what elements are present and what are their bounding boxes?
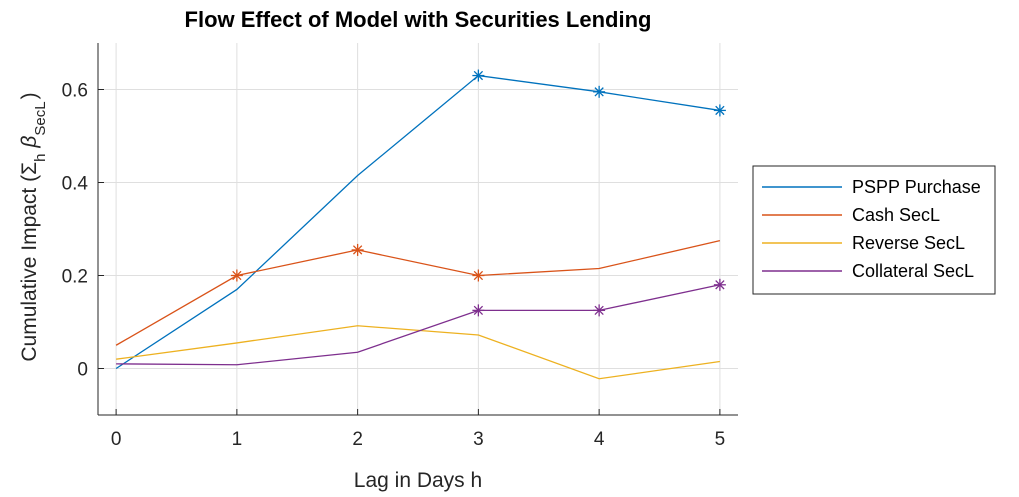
x-tick-label: 3 <box>473 429 484 450</box>
series-line-reverse-secl <box>116 325 720 380</box>
chart-title: Flow Effect of Model with Securities Len… <box>185 7 652 32</box>
marker-cash-secl-2 <box>351 243 364 256</box>
marker-cash-secl-1 <box>230 269 243 282</box>
legend-item-cash-secl: Cash SecL <box>762 205 940 225</box>
series-line-collateral-secl <box>116 284 721 366</box>
y-tick-label: 0 <box>77 360 88 381</box>
marker-collateral-secl-5 <box>713 278 726 291</box>
axes <box>97 43 738 416</box>
y-tick-label: 0.4 <box>62 174 89 195</box>
y-tick-label: 0.2 <box>62 267 88 288</box>
legend-item-reverse-secl: Reverse SecL <box>762 233 965 253</box>
marker-pspp-purchase-5 <box>713 104 726 117</box>
legend-item-collateral-secl: Collateral SecL <box>762 261 974 281</box>
x-tick-label: 1 <box>232 429 243 450</box>
legend-label: Collateral SecL <box>852 261 974 281</box>
legend-label: Cash SecL <box>852 205 940 225</box>
marker-cash-secl-3 <box>472 269 485 282</box>
marker-pspp-purchase-4 <box>593 85 606 98</box>
legend-label: Reverse SecL <box>852 233 965 253</box>
legend: PSPP Purchase Cash SecL Reverse SecL Collat… <box>752 165 996 295</box>
x-tick-label: 5 <box>715 429 726 450</box>
legend-item-pspp-purchase: PSPP Purchase <box>762 177 981 197</box>
y-tick-label: 0.6 <box>62 81 88 102</box>
y-axis-label: Cumulative Impact (ΣhβSecL) <box>18 92 49 361</box>
legend-label: PSPP Purchase <box>852 177 981 197</box>
marker-collateral-secl-4 <box>593 304 606 317</box>
series-markers <box>230 69 726 317</box>
series-group <box>115 74 721 380</box>
series-line-cash-secl <box>115 239 721 346</box>
marker-pspp-purchase-3 <box>472 69 485 82</box>
x-tick-label: 2 <box>352 429 363 450</box>
x-tick-label: 4 <box>594 429 605 450</box>
marker-collateral-secl-3 <box>472 304 485 317</box>
tick-labels: 0 1 2 3 4 5 0 0.2 0.4 0.6 <box>62 81 726 451</box>
x-axis-label: Lag in Days h <box>354 469 482 492</box>
x-tick-label: 0 <box>111 429 122 450</box>
series-line-pspp-purchase <box>115 74 720 370</box>
